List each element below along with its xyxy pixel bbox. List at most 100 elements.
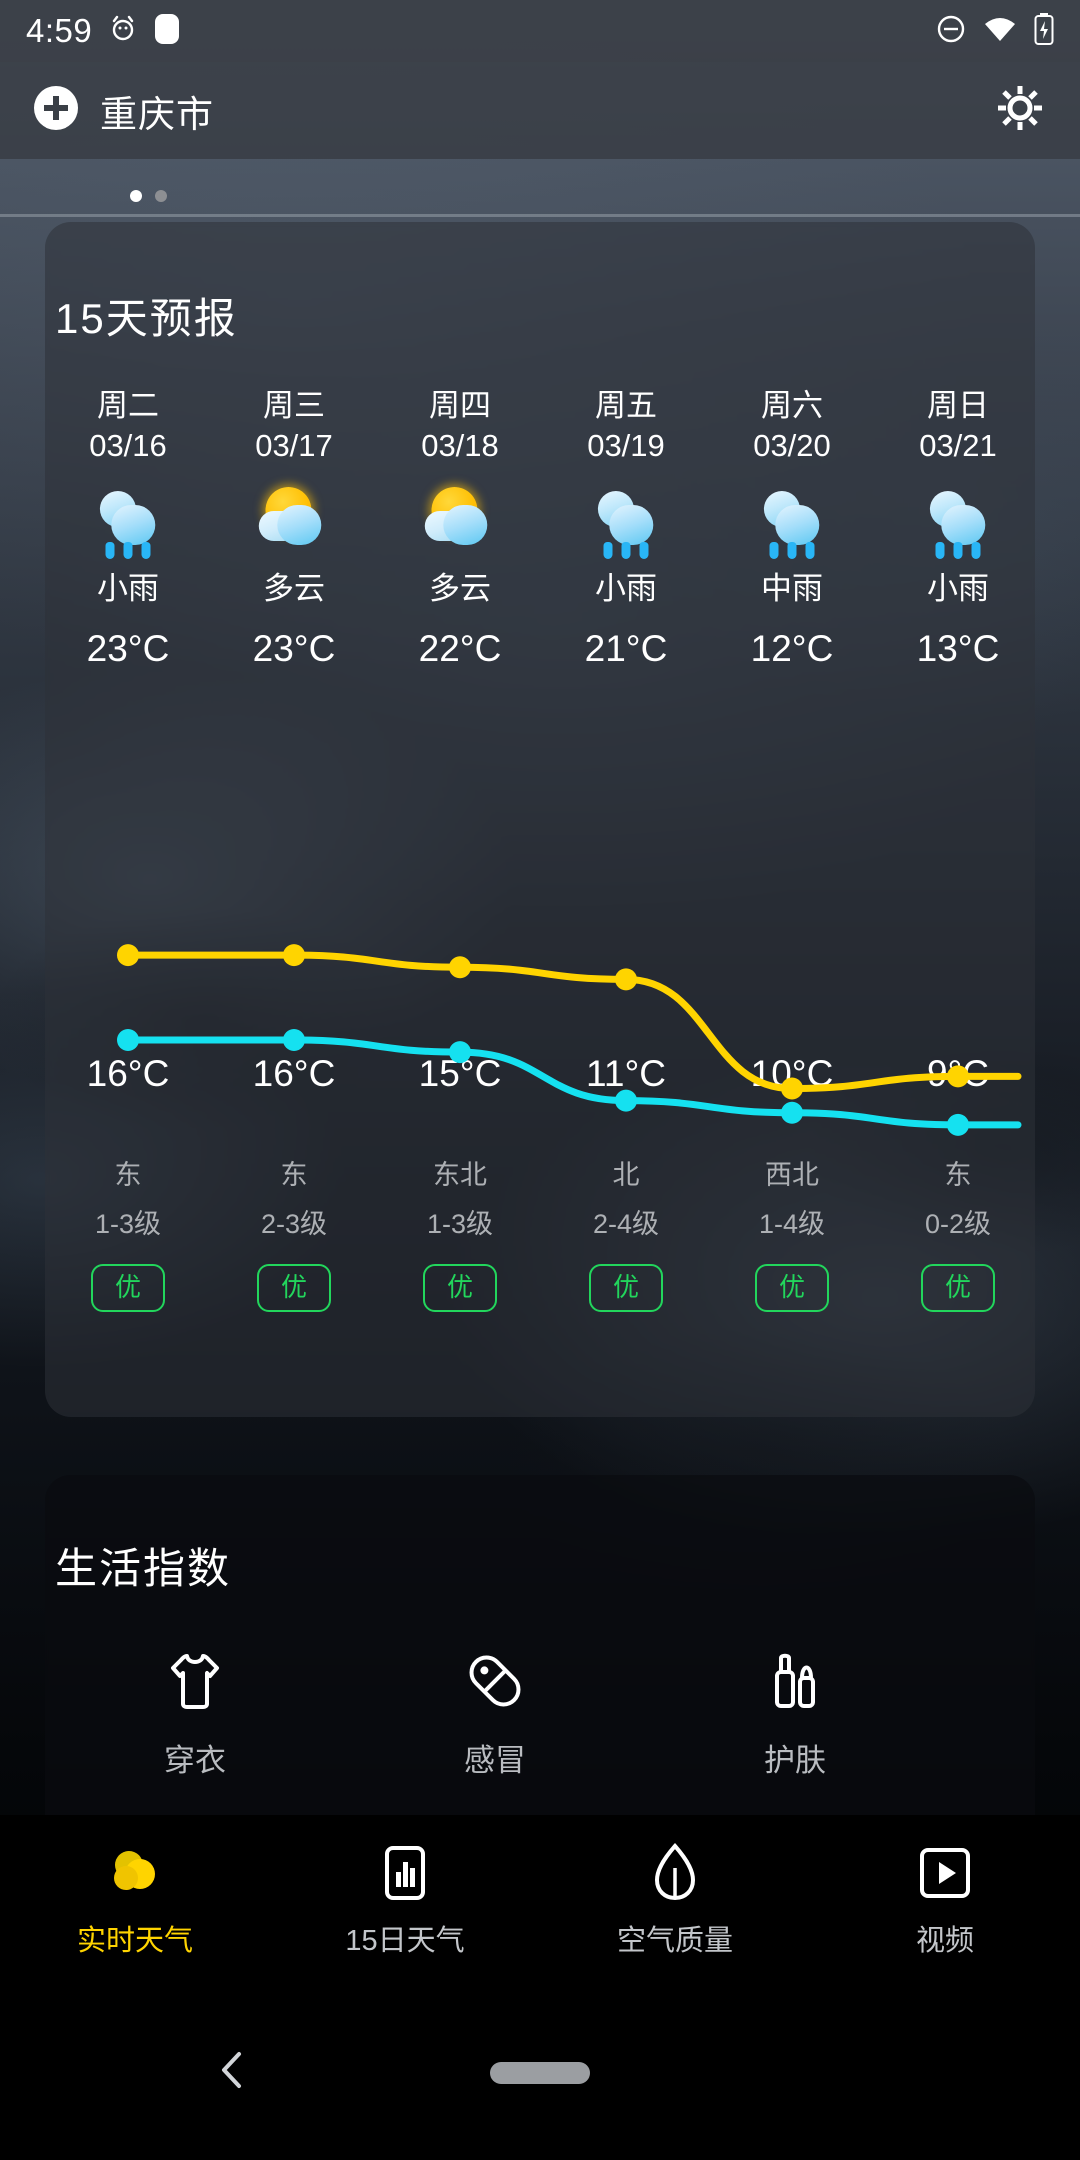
forecast-wind-direction: 东 (944, 1160, 972, 1190)
video-icon (810, 1841, 1080, 1905)
dnd-icon (936, 14, 966, 49)
city-name[interactable]: 重庆市 (100, 93, 214, 135)
forecast-high-temp: 21°C (584, 628, 668, 669)
forecast-low-temp: 10°C (750, 1053, 834, 1094)
forecast-day-column[interactable]: 周二 03/16 小雨 23°C 16°C 东 1-3级优 (45, 380, 211, 1400)
moderate-rain-icon (709, 485, 875, 559)
life-index-item[interactable]: 穿衣 (45, 1635, 345, 1780)
forecast-wind-level: 1-3级 (426, 1209, 494, 1239)
forecast-wind-direction: 东 (114, 1160, 142, 1190)
forecast-wind-direction: 西北 (765, 1160, 819, 1190)
header-divider (0, 214, 1080, 217)
gear-icon[interactable] (992, 80, 1048, 141)
life-index-items: 穿衣 感冒 护肤 (45, 1635, 1035, 1780)
plus-circle-icon[interactable] (32, 84, 80, 137)
tab-label: 15日天气 (345, 1925, 465, 1957)
forecast-low-temp: 11°C (586, 1053, 666, 1094)
forecast-high-temp: 12°C (750, 628, 834, 669)
forecast-weekday: 周五 (595, 388, 657, 423)
forecast-condition: 多云 (429, 571, 491, 606)
forecast-wind-level: 0-2级 (924, 1209, 992, 1239)
forecast-day-column[interactable]: 周三 03/17 多云 23°C 16°C 东 2-3级优 (211, 380, 377, 1400)
forecast-high-temp: 23°C (86, 628, 170, 669)
forecast-weekday: 周六 (761, 388, 823, 423)
life-index-item[interactable]: 护肤 (645, 1635, 945, 1780)
forecast-high-temp: 23°C (252, 628, 336, 669)
forecast-high-temp: 13°C (916, 628, 1000, 669)
light-rain-icon (45, 485, 211, 559)
light-rain-icon (543, 485, 709, 559)
bar-chart-icon (270, 1841, 540, 1905)
forecast-date: 03/17 (255, 428, 333, 463)
forecast-aqi-badge: 优 (211, 1264, 377, 1312)
forecast-day-column[interactable]: 周五 03/19 小雨 21°C 11°C 北 2-4级优 (543, 380, 709, 1400)
forecast-condition: 中雨 (761, 571, 823, 606)
partly-cloudy-icon (377, 485, 543, 555)
alarm-icon (110, 15, 136, 48)
pill-icon (345, 1635, 645, 1727)
back-chevron-icon[interactable] (215, 2048, 249, 2097)
forecast-aqi-badge: 优 (709, 1264, 875, 1312)
forecast-wind-direction: 东 (280, 1160, 308, 1190)
forecast-day-column[interactable]: 周四 03/18 多云 22°C 15°C 东北 1-3级优 (377, 380, 543, 1400)
forecast-wind-direction: 北 (612, 1160, 640, 1190)
forecast-low-temp: 16°C (252, 1053, 336, 1094)
tab-leaf[interactable]: 空气质量 (540, 1841, 810, 1959)
forecast-weekday: 周二 (97, 388, 159, 423)
tab-sun-cloud[interactable]: 实时天气 (0, 1841, 270, 1959)
forecast-date: 03/19 (587, 428, 665, 463)
life-index-item[interactable]: 感冒 (345, 1635, 645, 1780)
page-dot-2[interactable] (155, 190, 167, 202)
forecast-low-temp: 9°C (926, 1053, 990, 1094)
forecast-date: 03/18 (421, 428, 499, 463)
wifi-icon (983, 15, 1017, 48)
life-index-label: 穿衣 (164, 1743, 226, 1778)
forecast-weekday: 周四 (429, 388, 491, 423)
status-bar: 4:59 (0, 0, 1080, 62)
status-time: 4:59 (26, 12, 93, 49)
sun-cloud-icon (0, 1841, 270, 1905)
app-notification-icon (154, 12, 180, 51)
forecast-low-temp: 15°C (418, 1053, 502, 1094)
partly-cloudy-icon (211, 485, 377, 555)
forecast-date: 03/21 (919, 428, 997, 463)
light-rain-icon (875, 485, 1035, 559)
home-pill-icon[interactable] (490, 2061, 590, 2084)
app-header: 重庆市 (0, 62, 1080, 159)
skincare-icon (645, 1635, 945, 1727)
forecast-aqi-badge: 优 (543, 1264, 709, 1312)
battery-charging-icon (1034, 12, 1054, 50)
forecast-wind-level: 1-3级 (94, 1209, 162, 1239)
tab-video[interactable]: 视频 (810, 1841, 1080, 1959)
forecast-low-temp: 16°C (86, 1053, 170, 1094)
forecast-card-body (45, 222, 1035, 1417)
forecast-weekday: 周三 (263, 388, 325, 423)
tab-bar-chart[interactable]: 15日天气 (270, 1841, 540, 1959)
forecast-aqi-badge: 优 (45, 1264, 211, 1312)
forecast-wind-level: 1-4级 (758, 1209, 826, 1239)
forecast-day-column[interactable]: 周日 03/21 小雨 13°C 9°C 东 0-2级优 (875, 380, 1035, 1400)
page-dot-1[interactable] (130, 190, 142, 202)
forecast-scroller[interactable]: 周二 03/16 小雨 23°C 16°C 东 1-3级优 周三 03/17 多云 23°C 16°C… (45, 380, 1035, 1400)
forecast-date: 03/20 (753, 428, 831, 463)
forecast-condition: 小雨 (595, 571, 657, 606)
tab-label: 视频 (915, 1925, 974, 1957)
forecast-date: 03/16 (89, 428, 167, 463)
forecast-track: 周二 03/16 小雨 23°C 16°C 东 1-3级优 周三 03/17 多云 23°C 16°C… (45, 380, 1035, 1400)
life-index-label: 感冒 (464, 1743, 526, 1778)
forecast-wind-direction: 东北 (433, 1160, 487, 1190)
page-indicator (130, 188, 1080, 204)
leaf-icon (540, 1841, 810, 1905)
life-index-label: 护肤 (764, 1743, 826, 1778)
forecast-wind-level: 2-3级 (260, 1209, 328, 1239)
tab-label: 实时天气 (76, 1925, 193, 1957)
bottom-tab-bar: 实时天气 15日天气 空气质量 视频 (0, 1815, 1080, 1985)
forecast-condition: 小雨 (927, 571, 989, 606)
forecast-condition: 小雨 (97, 571, 159, 606)
life-index-title: 生活指数 (55, 1545, 232, 1592)
forecast-aqi-badge: 优 (377, 1264, 543, 1312)
forecast-day-column[interactable]: 周六 03/20 中雨 12°C 10°C 西北 1-4级优 (709, 380, 875, 1400)
forecast-title: 15天预报 (55, 295, 238, 342)
forecast-wind-level: 2-4级 (592, 1209, 660, 1239)
android-nav-bar (0, 1985, 1080, 2160)
